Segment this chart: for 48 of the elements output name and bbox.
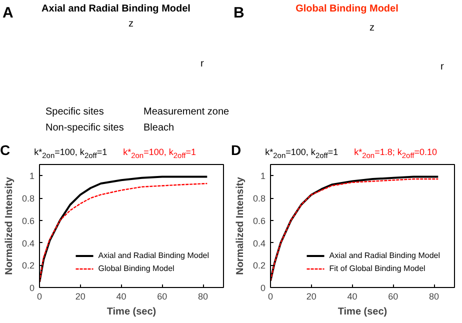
y-tick-label: 0.4 bbox=[22, 238, 35, 248]
y-tick-label: 0.4 bbox=[252, 238, 266, 248]
text: Measurement zone bbox=[144, 106, 230, 118]
text: B bbox=[234, 4, 244, 22]
text: k*$_{2on}$=100, k$_{2off}$=1 bbox=[265, 147, 338, 160]
text: k*$_{2on}$=100, k$_{2off}$=1 bbox=[34, 147, 108, 160]
text: z bbox=[128, 18, 134, 30]
legend-label: Axial and Radial Binding Model bbox=[98, 251, 209, 260]
y-tick-label: 0.2 bbox=[22, 260, 35, 271]
text: r bbox=[440, 62, 444, 72]
text: Non-specific sites bbox=[46, 122, 124, 134]
text: Specific sites bbox=[46, 106, 104, 118]
y-tick-label: 0.6 bbox=[252, 216, 266, 226]
y-tick-label: 1 bbox=[29, 171, 35, 182]
x-tick-label: 20 bbox=[75, 292, 86, 302]
text: z bbox=[370, 22, 374, 34]
text: Axial and Radial Binding Model bbox=[42, 4, 191, 14]
x-tick-label: 60 bbox=[388, 292, 398, 302]
y-tick-label: 0 bbox=[260, 283, 266, 293]
x-tick-label: 80 bbox=[198, 292, 208, 302]
text: k*$_{2on}$=100, k$_{2off}$=1 bbox=[123, 147, 196, 160]
y-axis-title: Normalized Intensity bbox=[4, 176, 15, 275]
text: k*$_{2on}$=1.8; k$_{2off}$=0.10 bbox=[354, 147, 438, 160]
text: r bbox=[200, 58, 204, 70]
x-tick-label: 20 bbox=[306, 292, 316, 302]
x-axis-title: Time (sec) bbox=[106, 306, 156, 318]
x-tick-label: 80 bbox=[429, 292, 440, 302]
text: Bleach bbox=[144, 122, 174, 134]
chart-title: C bbox=[0, 142, 10, 158]
legend-label: Axial and Radial Binding Model bbox=[329, 251, 440, 260]
x-tick-label: 40 bbox=[347, 292, 358, 302]
text: Global Binding Model bbox=[296, 4, 399, 14]
y-axis-title: Normalized Intensity bbox=[234, 176, 246, 275]
x-tick-label: 0 bbox=[268, 292, 274, 302]
y-tick-label: 1 bbox=[260, 171, 266, 182]
y-tick-label: 0.6 bbox=[22, 216, 35, 226]
y-tick-label: 0 bbox=[29, 283, 35, 293]
y-tick-label: 0.2 bbox=[252, 260, 266, 271]
chart-title: D bbox=[231, 142, 242, 158]
legend-label: Global Binding Model bbox=[98, 264, 174, 273]
legend-label: Fit of Global Binding Model bbox=[329, 264, 426, 273]
text: A bbox=[2, 4, 14, 22]
y-tick-label: 0.8 bbox=[22, 194, 35, 204]
y-tick-label: 0.8 bbox=[252, 194, 266, 204]
x-tick-label: 40 bbox=[116, 292, 126, 302]
x-tick-label: 60 bbox=[157, 292, 168, 302]
x-tick-label: 0 bbox=[36, 292, 42, 302]
x-axis-title: Time (sec) bbox=[338, 306, 388, 318]
